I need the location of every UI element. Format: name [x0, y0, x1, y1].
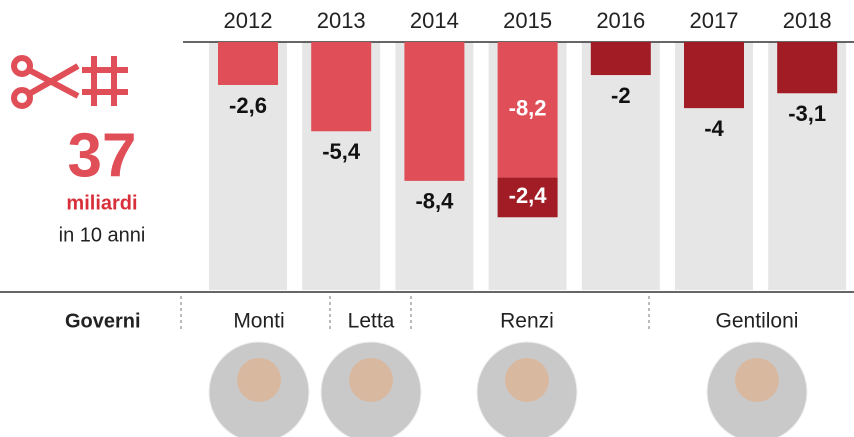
value-label: -2 [611, 83, 631, 108]
year-label: 2017 [690, 8, 739, 33]
bar [218, 42, 278, 85]
bar [684, 42, 744, 108]
bar [777, 42, 837, 93]
portrait-face [349, 358, 393, 402]
value-label: -2,6 [229, 93, 267, 118]
government-name: Monti [233, 310, 284, 333]
year-label: 2015 [503, 8, 552, 33]
scissors-icon [14, 56, 128, 106]
portrait-face [237, 358, 281, 402]
value-label: -8,4 [415, 189, 454, 214]
bar [311, 42, 371, 131]
total: 37 [68, 121, 137, 190]
unit: miliardi [66, 192, 137, 214]
chart: 37 miliardi in 10 anni Governi 2012 2013 2… [0, 0, 854, 437]
year-label: 2016 [596, 8, 645, 33]
government-name: Renzi [500, 310, 554, 333]
year-label: 2014 [410, 8, 459, 33]
year-label: 2012 [224, 8, 273, 33]
bar [404, 42, 464, 181]
value-label: -4 [704, 116, 724, 141]
year-label: 2013 [317, 8, 366, 33]
value-label: -8,2 [509, 96, 547, 121]
value-label: -5,4 [322, 139, 361, 164]
value-label: -3,1 [788, 101, 826, 126]
bar [591, 42, 651, 75]
year-label: 2018 [783, 8, 832, 33]
government-name: Letta [348, 310, 395, 333]
government-name: Gentiloni [716, 310, 799, 333]
period: in 10 anni [59, 224, 146, 246]
gov-label: Governi [65, 310, 141, 332]
portrait-face [735, 358, 779, 402]
column-bg [582, 42, 660, 290]
value-label: -2,4 [509, 183, 548, 208]
portrait-face [505, 358, 549, 402]
